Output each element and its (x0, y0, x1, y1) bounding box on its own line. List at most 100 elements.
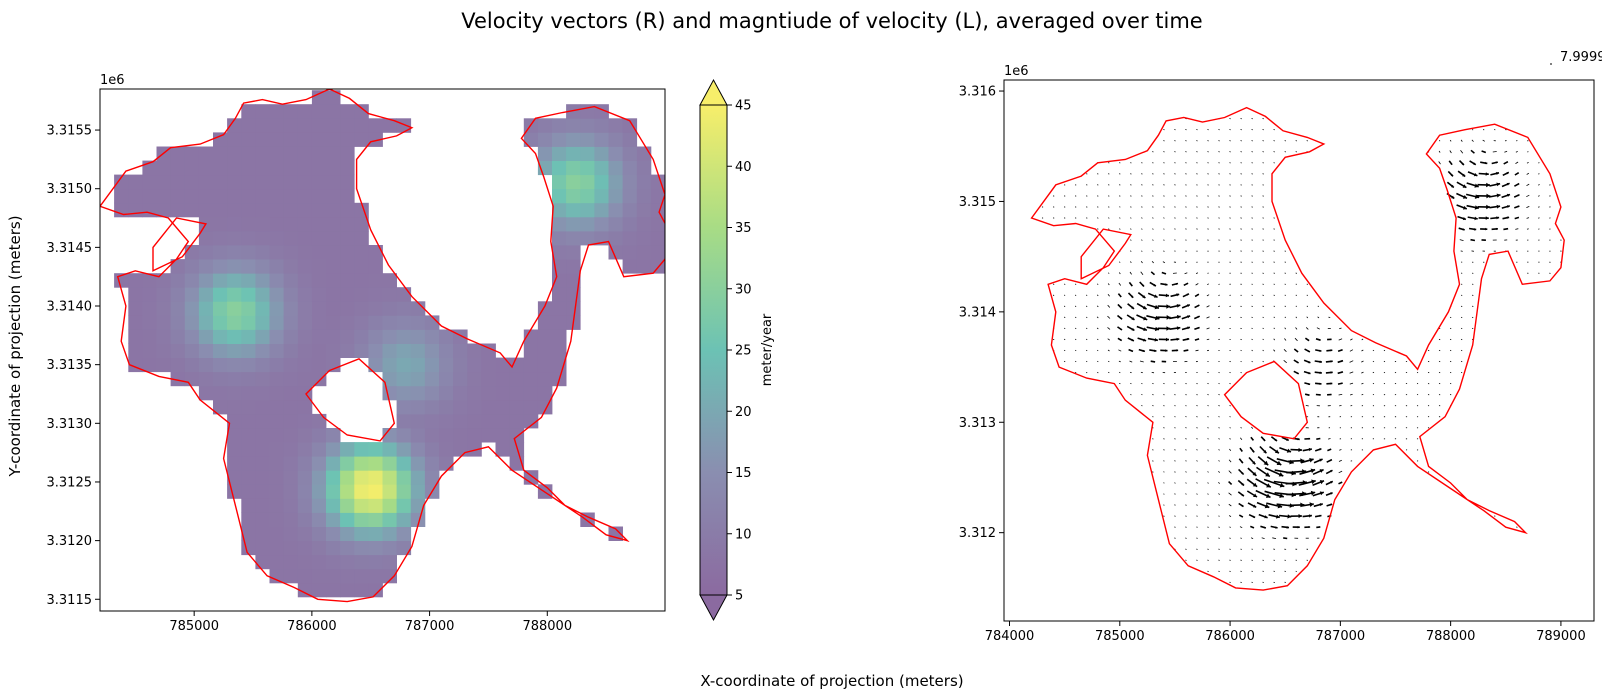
heatmap-cell (354, 526, 369, 541)
velocity-arrow (1174, 184, 1176, 186)
velocity-arrow (1130, 239, 1132, 241)
velocity-arrow (1501, 182, 1510, 188)
heatmap-cell (481, 413, 496, 429)
velocity-arrow (1251, 129, 1253, 131)
velocity-arrow (1491, 227, 1498, 231)
heatmap-cell (594, 216, 609, 232)
velocity-arrow (1295, 327, 1298, 330)
heatmap-cell (297, 216, 313, 232)
heatmap-cell (382, 315, 397, 330)
heatmap-cell (439, 385, 454, 401)
velocity-arrow (1063, 316, 1066, 319)
velocity-arrow (1174, 449, 1176, 451)
velocity-arrow (1141, 250, 1143, 252)
velocity-arrow (1229, 228, 1231, 230)
heatmap-cell (283, 188, 299, 204)
velocity-arrow (1470, 238, 1476, 242)
velocity-arrow (1138, 348, 1146, 353)
heatmap-cell (354, 245, 369, 260)
heatmap-cell (340, 230, 355, 246)
heatmap-cell (509, 357, 525, 373)
heatmap-cell (269, 287, 284, 302)
velocity-arrow (1305, 405, 1309, 407)
velocity-arrow (1163, 504, 1165, 506)
heatmap-cell (255, 357, 270, 373)
heatmap-cell (453, 385, 468, 401)
heatmap-cell (552, 146, 567, 161)
heatmap-cell (340, 582, 355, 598)
heatmap-cell (552, 188, 567, 204)
heatmap-cell (594, 174, 609, 190)
velocity-arrow (1163, 173, 1165, 175)
heatmap-cell (297, 428, 313, 443)
heatmap-cell (283, 202, 299, 218)
velocity-arrow (1228, 470, 1232, 474)
velocity-arrow (1361, 338, 1364, 341)
heatmap-cell (340, 329, 355, 344)
velocity-arrow (1207, 195, 1209, 197)
heatmap-cell (552, 301, 567, 316)
heatmap-cell (537, 399, 553, 415)
heatmap-cell (311, 118, 327, 133)
velocity-arrow (1152, 449, 1154, 451)
velocity-arrow (1338, 338, 1343, 341)
y-tick-label: 3.3140 (47, 300, 93, 315)
velocity-arrow (1361, 360, 1364, 363)
velocity-arrow (1339, 327, 1342, 330)
heatmap-cell (297, 413, 313, 429)
heatmap-cell (255, 343, 270, 358)
heatmap-cell (283, 399, 299, 415)
x-tick-label: 788000 (1426, 629, 1476, 644)
velocity-arrow (1218, 416, 1220, 418)
velocity-arrow (1174, 471, 1176, 473)
heatmap-cell (241, 301, 256, 316)
velocity-arrow (1218, 129, 1220, 131)
velocity-arrow (1262, 327, 1264, 330)
velocity-arrow (1196, 460, 1198, 462)
heatmap-cell (297, 146, 313, 161)
velocity-arrow (1174, 493, 1176, 495)
velocity-arrow (1229, 427, 1231, 429)
velocity-arrow (1269, 445, 1280, 454)
velocity-arrow (1196, 173, 1198, 175)
velocity-arrow (1185, 173, 1187, 175)
heatmap-cell (311, 188, 327, 204)
heatmap-cell (227, 202, 242, 218)
heatmap-cell (537, 146, 553, 161)
heatmap-cell (156, 329, 171, 344)
heatmap-cell (382, 385, 397, 401)
heatmap-cell (326, 456, 341, 471)
heatmap-cell (283, 287, 299, 302)
heatmap-cell (580, 160, 595, 176)
velocity-arrow (1299, 490, 1316, 497)
velocity-arrow (1174, 438, 1176, 440)
velocity-arrow (1538, 173, 1540, 175)
heatmap-cell (269, 526, 284, 541)
heatmap-cell (552, 132, 567, 147)
velocity-arrow (1218, 570, 1220, 572)
heatmap-cell (241, 104, 256, 119)
velocity-arrow (1218, 228, 1220, 230)
velocity-arrow (1350, 338, 1353, 341)
heatmap-cell (439, 428, 454, 443)
heatmap-cell (340, 512, 355, 527)
heatmap-cell (566, 230, 581, 246)
heatmap-cell (156, 301, 171, 316)
heatmap-cell (311, 343, 327, 358)
heatmap-cell (523, 413, 539, 429)
velocity-arrow (1317, 305, 1320, 308)
velocity-arrow (1229, 526, 1231, 528)
heatmap-cell (608, 160, 623, 176)
heatmap-cell (227, 132, 242, 147)
velocity-arrow (1327, 393, 1332, 396)
velocity-arrow (1251, 349, 1253, 352)
heatmap-cell (128, 329, 143, 344)
velocity-arrow (1240, 360, 1242, 363)
heatmap-cell (213, 245, 228, 260)
heatmap-cell (636, 216, 652, 232)
heatmap-cell (227, 118, 242, 133)
velocity-arrow (1163, 195, 1165, 197)
velocity-arrow (1229, 173, 1231, 175)
heatmap-cell (495, 428, 510, 443)
heatmap-cell (340, 526, 355, 541)
